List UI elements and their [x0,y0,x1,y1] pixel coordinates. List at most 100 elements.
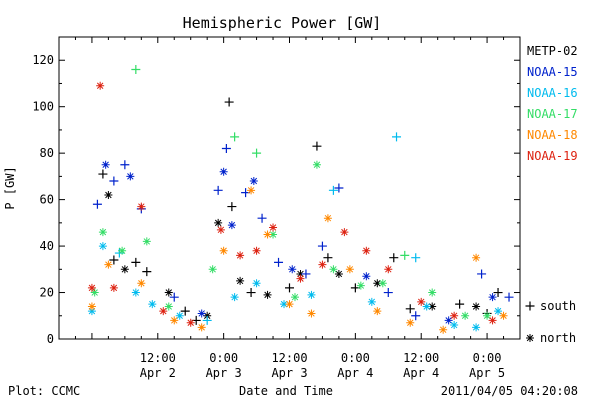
data-point [186,318,195,327]
data-point [411,253,421,263]
data-point [170,316,179,325]
data-point [131,288,140,297]
data-point [180,306,190,316]
marker-legend-south: south [525,299,576,313]
data-point [227,202,237,212]
data-point [472,323,481,332]
data-point [263,230,272,239]
data-point [461,311,470,320]
data-point [307,290,316,299]
data-point [208,265,217,274]
data-point [323,253,333,263]
data-point [356,281,365,290]
x-tick-time: 0:00 [473,351,502,365]
data-point [288,265,297,274]
data-point [214,218,223,227]
series-metp-02 [98,97,503,325]
data-point [383,288,393,298]
data-point [221,144,231,154]
data-point [230,293,239,302]
data-point [422,302,431,311]
data-point [213,185,223,195]
data-point [329,265,338,274]
y-tick-label: 20 [40,286,54,300]
data-point [269,223,278,232]
data-point [236,276,245,285]
data-point [137,202,146,211]
x-tick-date: Apr 3 [271,366,307,380]
data-point [488,293,497,302]
data-point [450,311,459,320]
legend: METP-02 NOAA-15 NOAA-16 NOAA-17 NOAA-18 NOAA-… [527,44,578,163]
data-point [296,274,305,283]
data-point [373,279,382,288]
data-point [334,269,343,278]
data-point [392,132,402,142]
data-point [98,169,108,179]
data-point [219,246,228,255]
data-point [417,297,426,306]
data-point [87,307,96,316]
data-point [252,148,262,158]
y-tick-label: 120 [32,53,54,67]
y-tick-label: 40 [40,239,54,253]
data-point [131,257,141,267]
data-point [285,283,294,293]
data-point [104,190,113,199]
data-point [202,315,212,325]
data-point [87,302,96,311]
data-point [87,283,96,292]
y-axis: 0 20 40 60 80 100 120 [32,53,520,346]
data-point [483,311,492,320]
x-tick-date: Apr 2 [140,366,176,380]
data-point [488,316,497,325]
series-noaa-15 [92,144,514,325]
data-point [411,311,421,321]
plot-source: Plot: CCMC [8,384,80,398]
data-point [236,251,245,260]
data-point [494,307,503,316]
legend-entry-noaa-15: NOAA-15 [527,65,578,79]
y-axis-label: P [GW] [3,166,17,209]
data-point [428,302,437,311]
plot-frame [58,36,521,340]
y-tick-label: 60 [40,193,54,207]
data-point [197,309,206,318]
data-point [405,304,415,314]
data-point [148,300,157,309]
data-point [373,307,382,316]
data-point [104,260,113,269]
plot-timestamp: 2011/04/05 04:20:08 [441,384,578,398]
data-point [90,288,99,297]
data-point [175,311,184,320]
data-point [280,300,289,309]
data-point [137,279,146,288]
data-point [120,160,130,170]
x-tick-date: Apr 4 [337,366,373,380]
data-point [378,279,387,288]
y-tick-label: 100 [32,100,54,114]
data-point [296,269,305,278]
data-point [216,225,225,234]
data-point [109,176,119,186]
data-point [340,228,349,237]
data-point [249,177,258,186]
x-tick-date: Apr 4 [403,366,439,380]
data-point [252,279,261,288]
data-point [246,288,256,298]
data-point [428,288,437,297]
data-point [252,246,261,255]
data-point [477,269,487,279]
x-tick-time: 12:00 [271,351,307,365]
x-tick-time: 0:00 [341,351,370,365]
legend-entry-metp-02: METP-02 [527,44,578,58]
marker-legend: south north [525,299,576,345]
data-point [131,65,141,75]
marker-legend-label: south [540,299,576,313]
marker-legend-label: north [540,331,576,345]
y-tick-label: 80 [40,146,54,160]
data-point [450,321,459,330]
data-point [120,265,129,274]
